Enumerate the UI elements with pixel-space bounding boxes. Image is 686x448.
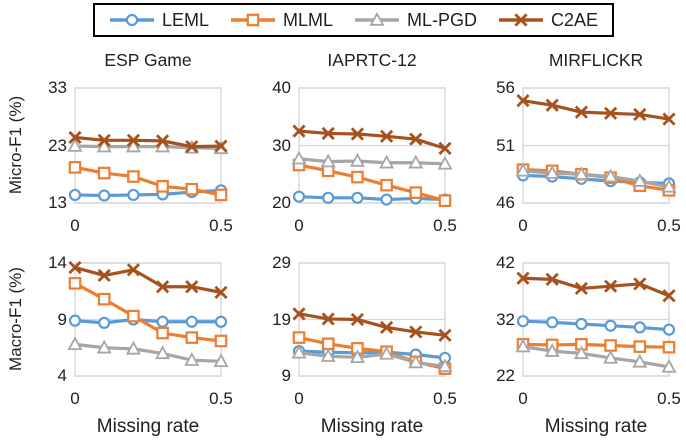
y-tick: 56 <box>496 78 515 97</box>
subplot-iaprtc-12-macro-f1: 29 19 9 0 0.5 Missing rate <box>272 253 457 437</box>
subplot-esp-game-micro-f1: ESP Game 33 23 13 0 0.5 <box>48 50 233 235</box>
legend-label: ML-PGD <box>406 9 477 30</box>
chart-iaprtc-12-micro-f1 <box>291 87 453 207</box>
x-tick: 0.5 <box>433 389 457 408</box>
x-tick: 0 <box>294 216 304 235</box>
subplot-mirflickr-micro-f1: MIRFLICKR 56 51 46 0 0.5 <box>496 50 681 235</box>
y-tick: 30 <box>272 135 291 155</box>
x-tick: 0 <box>294 389 304 408</box>
legend-label: LEML <box>162 9 210 30</box>
c2ae-line-xcross-icon <box>498 11 544 29</box>
subplot-title: ESP Game <box>104 50 192 70</box>
x-tick: 0.5 <box>657 389 681 408</box>
x-axis-label: Missing rate <box>320 416 424 437</box>
chart-iaprtc-12-macro-f1 <box>291 262 453 377</box>
x-tick: 0 <box>518 216 528 235</box>
y-tick: 13 <box>48 193 67 212</box>
y-axis-label-macro-f1: Macro-F1 (%) <box>6 267 25 371</box>
chart-esp-game-macro-f1 <box>67 260 229 377</box>
x-axis-label: Missing rate <box>96 416 200 437</box>
x-tick: 0.5 <box>209 216 233 235</box>
y-tick: 22 <box>496 366 515 385</box>
legend-label: MLML <box>283 9 334 30</box>
chart-esp-game-micro-f1 <box>67 87 229 204</box>
legend-item-mlml: MLML <box>230 10 333 31</box>
y-tick: 42 <box>496 253 515 272</box>
mlml-line-square-icon <box>230 11 276 29</box>
x-tick: 0.5 <box>209 389 233 408</box>
legend-item-c2ae: C2AE <box>498 10 598 31</box>
x-tick: 0 <box>70 216 80 235</box>
subplot-title: IAPRTC-12 <box>327 50 417 70</box>
x-tick: 0.5 <box>657 216 681 235</box>
y-tick: 19 <box>272 309 291 329</box>
y-tick: 14 <box>48 253 67 272</box>
legend-item-leml: LEML <box>109 10 209 31</box>
x-tick: 0 <box>70 389 80 408</box>
chart-mirflickr-macro-f1 <box>515 262 677 377</box>
y-axis-label-micro-f1: Micro-F1 (%) <box>6 95 25 195</box>
y-tick: 46 <box>496 193 515 212</box>
legend: LEML MLML ML-PGD C2AE <box>93 3 614 37</box>
y-tick: 9 <box>281 366 291 385</box>
subplot-iaprtc-12-micro-f1: IAPRTC-12 40 30 20 0 0.5 <box>272 50 457 235</box>
y-tick: 4 <box>57 366 67 385</box>
y-tick: 9 <box>57 309 67 329</box>
subplot-esp-game-macro-f1: 14 9 4 0 0.5 Missing rate <box>48 253 233 437</box>
y-tick: 23 <box>48 135 67 155</box>
subplot-mirflickr-macro-f1: 42 32 22 0 0.5 Missing rate <box>496 253 681 437</box>
legend-item-ml-pgd: ML-PGD <box>354 10 477 31</box>
leml-line-circle-icon <box>109 11 155 29</box>
y-tick: 32 <box>496 309 515 329</box>
legend-label: C2AE <box>550 9 598 30</box>
y-tick: 40 <box>272 78 291 97</box>
chart-mirflickr-micro-f1 <box>515 87 677 204</box>
y-tick: 51 <box>496 135 515 155</box>
y-tick: 29 <box>272 253 291 272</box>
ml-pgd-line-triangle-icon <box>354 11 400 29</box>
subplot-title: MIRFLICKR <box>548 50 644 70</box>
y-tick: 33 <box>48 78 67 97</box>
x-tick: 0 <box>518 389 528 408</box>
x-tick: 0.5 <box>433 216 457 235</box>
y-tick: 20 <box>272 193 291 212</box>
x-axis-label: Missing rate <box>544 416 648 437</box>
